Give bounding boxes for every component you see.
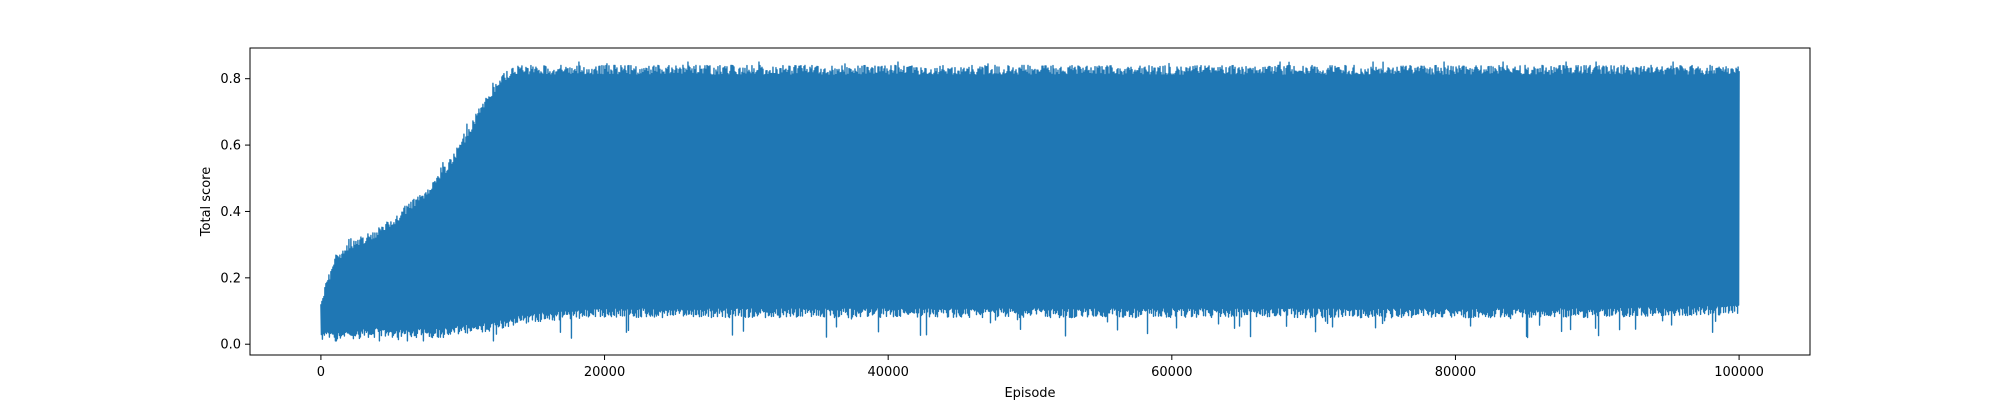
x-tick-label: 80000 (1435, 365, 1476, 380)
y-tick-label: 0.4 (220, 205, 241, 220)
y-tick-label: 0.6 (220, 139, 241, 154)
x-axis: 0 20000 40000 60000 80000 100000 (317, 355, 1764, 380)
y-tick-label: 0.8 (220, 72, 241, 87)
x-tick-label: 40000 (868, 365, 909, 380)
plot-area (320, 61, 1740, 342)
y-axis: 0.0 0.2 0.4 0.6 0.8 (220, 72, 250, 353)
x-axis-label: Episode (1004, 386, 1055, 400)
x-tick-label: 0 (317, 365, 325, 380)
x-tick-label: 60000 (1151, 365, 1192, 380)
series-line (320, 61, 1740, 342)
y-axis-label: Total score (199, 167, 214, 237)
plot-frame (249, 47, 1811, 356)
y-tick-label: 0.2 (220, 271, 241, 286)
y-tick-label: 0.0 (220, 338, 241, 353)
x-tick-label: 20000 (584, 365, 625, 380)
x-tick-label: 100000 (1714, 365, 1764, 380)
